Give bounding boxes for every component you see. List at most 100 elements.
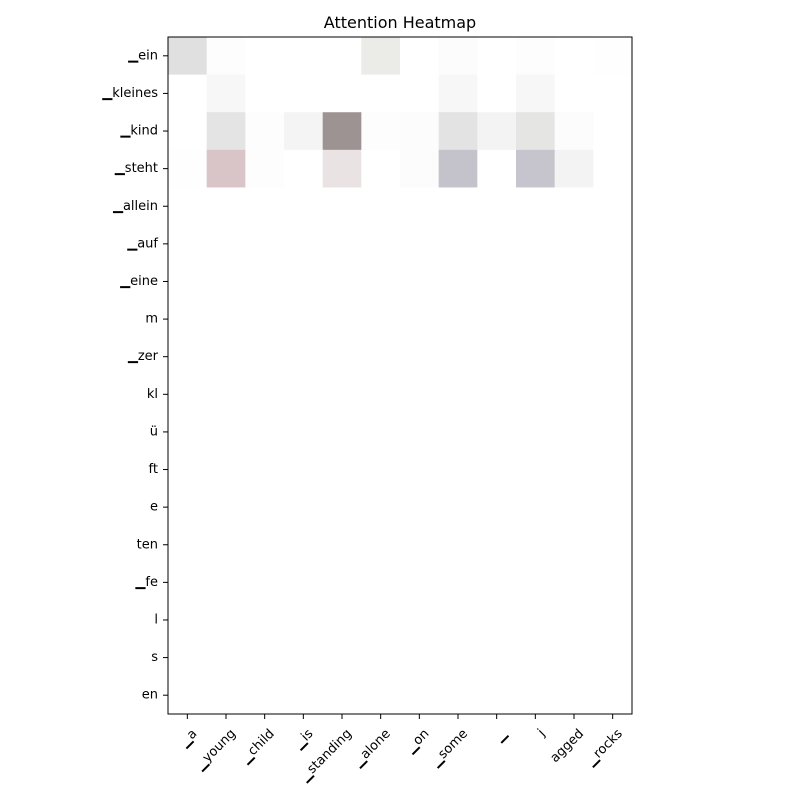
heatmap-cell <box>168 149 207 188</box>
heatmap-cell <box>284 262 323 301</box>
heatmap-cell <box>168 413 207 452</box>
heatmap-cell <box>361 563 401 602</box>
heatmap-cell <box>516 262 555 301</box>
heatmap-cell <box>245 37 285 75</box>
heatmap-cell <box>361 300 401 339</box>
y-tick-label: ▁zer <box>127 349 159 364</box>
heatmap-cell <box>361 74 401 113</box>
heatmap-cell <box>400 601 439 640</box>
heatmap-cell <box>400 337 439 376</box>
heatmap-cell <box>168 638 207 677</box>
heatmap-cell <box>438 37 478 75</box>
heatmap-cell <box>168 37 207 75</box>
heatmap-cell <box>168 262 207 301</box>
heatmap-cell <box>477 337 517 376</box>
heatmap-cell <box>245 74 285 113</box>
heatmap-cell <box>477 563 517 602</box>
heatmap-cell <box>206 375 246 414</box>
heatmap-cell <box>593 112 633 151</box>
heatmap-cell <box>322 375 362 414</box>
x-tick-label: ▁rocks <box>583 726 626 769</box>
heatmap-cell <box>593 149 633 188</box>
x-axis: ▁a▁young ▁child ▁is▁standing▁alone ▁on▁some… <box>176 714 626 785</box>
heatmap-cell <box>206 149 246 188</box>
heatmap-cell <box>245 187 285 226</box>
heatmap-cell <box>477 450 517 489</box>
heatmap-cell <box>477 262 517 301</box>
heatmap-cell <box>284 563 323 602</box>
heatmap-cell <box>516 525 555 564</box>
heatmap-cell <box>206 413 246 452</box>
y-tick-label: ▁auf <box>126 236 158 251</box>
heatmap-cell <box>554 149 594 188</box>
heatmap-cell <box>516 300 555 339</box>
heatmap-cell <box>361 337 401 376</box>
heatmap-cell <box>361 187 401 226</box>
heatmap-cell <box>322 300 362 339</box>
y-tick-label: ▁fe <box>134 575 158 590</box>
heatmap-cell <box>516 413 555 452</box>
heatmap-cell <box>322 112 362 151</box>
heatmap-cell <box>516 563 555 602</box>
heatmap-cell <box>438 638 478 677</box>
heatmap-cell <box>284 413 323 452</box>
heatmap-cell <box>400 450 439 489</box>
y-tick-label: ▁kleines <box>101 86 158 101</box>
y-tick-label: ▁eine <box>119 274 158 289</box>
heatmap-cell <box>438 262 478 301</box>
heatmap-cell <box>438 488 478 527</box>
heatmap-cell <box>322 601 362 640</box>
heatmap-cell <box>206 638 246 677</box>
heatmap-cell <box>361 601 401 640</box>
heatmap-cell <box>438 225 478 263</box>
y-axis: ▁ein ▁kleines ▁kind ▁steht ▁allein ▁auf ▁eine m… <box>101 48 168 703</box>
heatmap-cell <box>322 262 362 301</box>
chart-title: Attention Heatmap <box>324 13 476 32</box>
heatmap-cell <box>477 74 517 113</box>
heatmap-cell <box>593 601 633 640</box>
heatmap-cell <box>206 450 246 489</box>
x-tick-label: ▁is <box>291 726 317 752</box>
heatmap-cell <box>516 37 555 75</box>
heatmap-cell <box>593 187 633 226</box>
y-tick-label: ten <box>137 537 158 552</box>
heatmap-cell <box>516 149 555 188</box>
heatmap-cell <box>284 112 323 151</box>
heatmap-cell <box>206 601 246 640</box>
heatmap-cell <box>438 74 478 113</box>
heatmap-cell <box>477 601 517 640</box>
x-tick-label: ▁child <box>237 726 277 766</box>
heatmap-cell <box>400 112 439 151</box>
heatmap-cell <box>322 74 362 113</box>
heatmap-cell <box>593 638 633 677</box>
y-tick-label: ▁ein <box>127 48 158 63</box>
heatmap-cell <box>477 225 517 263</box>
y-tick-label: m <box>145 312 158 327</box>
heatmap-cell <box>245 638 285 677</box>
heatmap-cell <box>554 450 594 489</box>
heatmap-cell <box>245 488 285 527</box>
heatmap-cell <box>206 488 246 527</box>
heatmap-cell <box>400 262 439 301</box>
heatmap-cell <box>206 112 246 151</box>
heatmap-cell <box>322 225 362 263</box>
heatmap-cell <box>593 563 633 602</box>
heatmap-cell <box>554 638 594 677</box>
heatmap-cell <box>168 300 207 339</box>
heatmap-cell <box>554 112 594 151</box>
heatmap-cell <box>168 488 207 527</box>
heatmap-cell <box>400 525 439 564</box>
y-tick-label: l <box>154 612 158 627</box>
x-tick-label: ▁on <box>403 726 433 756</box>
heatmap-cell <box>245 225 285 263</box>
heatmap-cell <box>245 563 285 602</box>
heatmap-cell <box>361 525 401 564</box>
heatmap-cell <box>361 262 401 301</box>
heatmap-cell <box>206 74 246 113</box>
heatmap-cell <box>554 488 594 527</box>
heatmap-cell <box>400 187 439 226</box>
heatmap-cell <box>284 300 323 339</box>
heatmap-cell <box>361 413 401 452</box>
heatmap-cell <box>322 337 362 376</box>
